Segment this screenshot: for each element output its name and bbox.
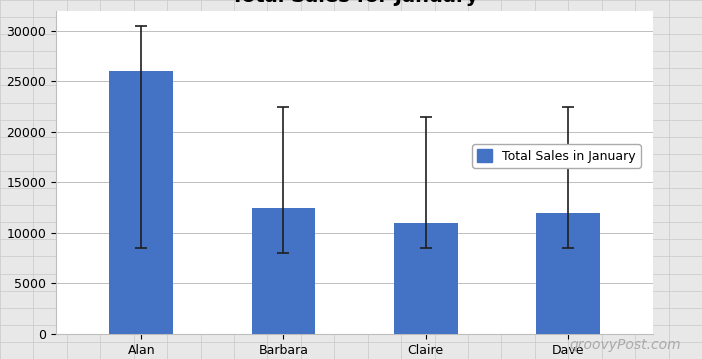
Title: Total Sales for January: Total Sales for January: [231, 0, 478, 6]
Legend: Total Sales in January: Total Sales in January: [472, 144, 641, 168]
Bar: [394, 223, 458, 334]
Bar: [536, 213, 600, 334]
Bar: [251, 208, 315, 334]
Y-axis label: Total Sales: Total Sales: [0, 130, 2, 215]
Bar: [110, 71, 173, 334]
Text: groovyPost.com: groovyPost.com: [569, 338, 681, 352]
